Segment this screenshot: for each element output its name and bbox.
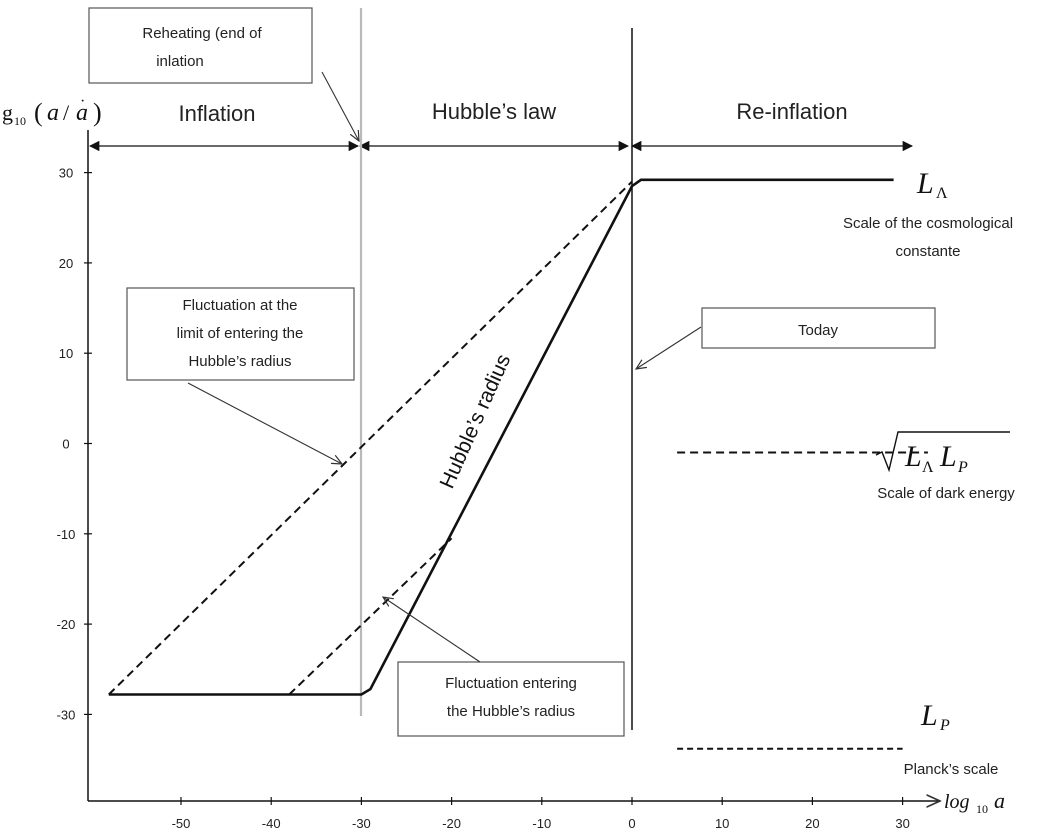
x-axis-title: log 10 a — [944, 788, 1005, 816]
series-line-0 — [108, 178, 894, 696]
svg-text:L: L — [939, 440, 957, 473]
svg-text:L: L — [916, 167, 934, 200]
svg-text:10: 10 — [976, 802, 988, 816]
y-tick-label: -30 — [57, 707, 76, 722]
dark-energy-symbol: L Λ L P — [875, 431, 1010, 476]
cosmological-scale-caption-line2: constante — [895, 243, 960, 260]
x-tick-label: -10 — [532, 816, 551, 831]
svg-text:Reheating (end of: Reheating (end of — [142, 25, 262, 42]
svg-text:Λ: Λ — [922, 459, 934, 476]
x-tick-label: 30 — [895, 816, 909, 831]
svg-text:(: ( — [34, 98, 43, 127]
l-p-label: L P — [920, 699, 950, 734]
svg-text:Fluctuation at the: Fluctuation at the — [182, 297, 297, 314]
svg-text:L: L — [920, 699, 938, 732]
svg-text:the Hubble’s radius: the Hubble’s radius — [447, 703, 575, 720]
y-tick-label: 20 — [59, 256, 73, 271]
y-tick-label: 10 — [59, 346, 73, 361]
svg-text:P: P — [939, 717, 950, 734]
svg-text:Hubble’s radius: Hubble’s radius — [188, 353, 291, 370]
x-ticks: -50 -40 -30 -20 -10 0 10 20 30 — [172, 797, 910, 831]
reheating-annotation: Reheating (end of inlation — [88, 7, 359, 141]
y-ticks: 30 20 10 0 -10 -20 -30 — [57, 166, 92, 722]
x-tick-label: -20 — [442, 816, 461, 831]
svg-text:L: L — [904, 440, 922, 473]
svg-text:a: a — [994, 788, 1005, 813]
svg-text:g: g — [2, 100, 13, 125]
region-label-hubble: Hubble’s law — [432, 99, 556, 124]
cosmological-scale-caption-line1: Scale of the cosmological — [843, 215, 1013, 232]
svg-text:a: a — [47, 100, 59, 126]
y-tick-label: 30 — [59, 166, 73, 181]
x-tick-label: -30 — [352, 816, 371, 831]
l-lambda-label: L Λ — [916, 167, 948, 202]
svg-text:): ) — [93, 98, 102, 127]
y-tick-label: -10 — [57, 527, 76, 542]
today-annotation: Today — [636, 307, 936, 369]
limit-fluctuation-annotation: Fluctuation at the limit of entering the… — [126, 287, 355, 464]
svg-text:limit of entering the: limit of entering the — [177, 325, 304, 342]
series-group — [108, 178, 928, 750]
svg-text:Λ: Λ — [936, 185, 948, 202]
x-tick-label: -40 — [262, 816, 281, 831]
svg-text:inlation: inlation — [156, 53, 204, 70]
hubble-radius-label: Hubble’s radius — [436, 351, 516, 492]
y-tick-label: 0 — [62, 437, 69, 452]
entering-fluctuation-annotation: Fluctuation entering the Hubble’s radius — [383, 597, 625, 737]
svg-text:a: a — [76, 100, 88, 126]
y-axis-title: g 10 ( a / a · ) — [2, 93, 102, 128]
region-label-inflation: Inflation — [178, 101, 255, 126]
region-label-reinflation: Re-inflation — [736, 99, 847, 124]
svg-text:10: 10 — [14, 114, 26, 128]
x-tick-label: 10 — [715, 816, 729, 831]
svg-text:Today: Today — [798, 322, 839, 339]
x-tick-label: 20 — [805, 816, 819, 831]
svg-text:Fluctuation entering: Fluctuation entering — [445, 675, 577, 692]
series-line-1 — [108, 180, 633, 696]
x-tick-label: -50 — [172, 816, 191, 831]
planck-scale-caption: Planck’s scale — [904, 761, 999, 778]
svg-text:P: P — [957, 459, 968, 476]
y-tick-label: -20 — [57, 617, 76, 632]
svg-text:log: log — [944, 791, 970, 813]
series-line-2 — [288, 537, 453, 696]
dark-energy-caption: Scale of dark energy — [877, 485, 1015, 502]
svg-text:/: / — [63, 100, 70, 125]
svg-text:·: · — [80, 93, 85, 110]
x-tick-label: 0 — [628, 816, 635, 831]
